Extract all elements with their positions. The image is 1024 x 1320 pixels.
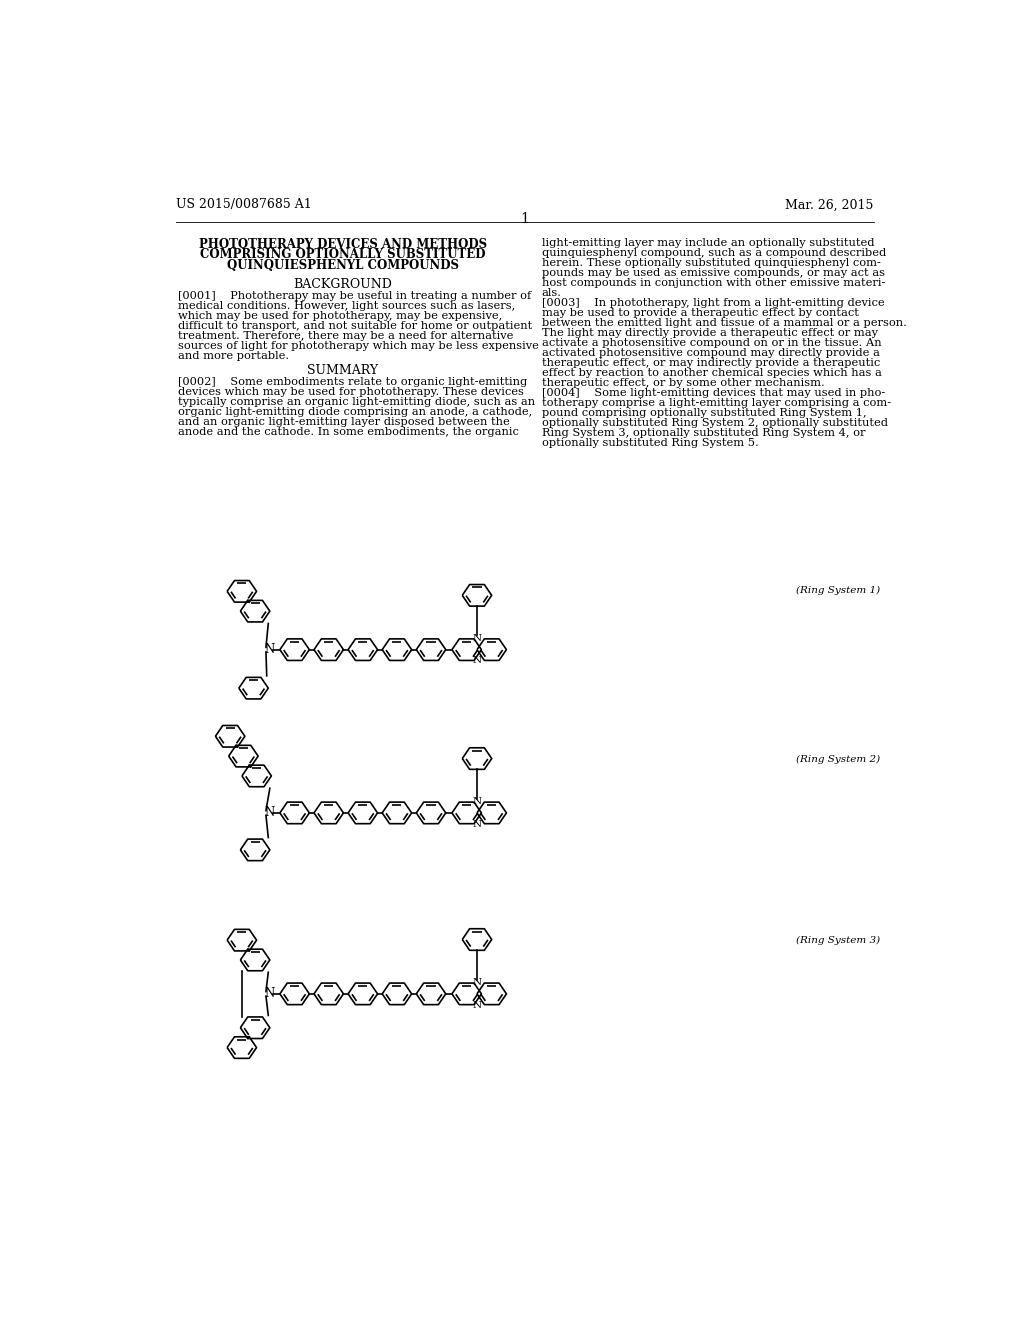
Text: medical conditions. However, light sources such as lasers,: medical conditions. However, light sourc… bbox=[178, 301, 516, 310]
Text: may be used to provide a therapeutic effect by contact: may be used to provide a therapeutic eff… bbox=[542, 308, 859, 318]
Text: als.: als. bbox=[542, 288, 562, 298]
Text: therapeutic effect, or may indirectly provide a therapeutic: therapeutic effect, or may indirectly pr… bbox=[542, 358, 880, 368]
Text: (Ring System 2): (Ring System 2) bbox=[796, 755, 881, 764]
Text: activated photosensitive compound may directly provide a: activated photosensitive compound may di… bbox=[542, 348, 880, 358]
Text: (Ring System 3): (Ring System 3) bbox=[796, 936, 881, 945]
Text: typically comprise an organic light-emitting diode, such as an: typically comprise an organic light-emit… bbox=[178, 397, 536, 407]
Text: activate a photosensitive compound on or in the tissue. An: activate a photosensitive compound on or… bbox=[542, 338, 882, 347]
Text: host compounds in conjunction with other emissive materi-: host compounds in conjunction with other… bbox=[542, 277, 885, 288]
Text: N: N bbox=[264, 987, 274, 1001]
Text: Mar. 26, 2015: Mar. 26, 2015 bbox=[785, 198, 873, 211]
Text: N: N bbox=[472, 634, 481, 643]
Text: N: N bbox=[472, 797, 481, 807]
Text: pound comprising optionally substituted Ring System 1,: pound comprising optionally substituted … bbox=[542, 408, 866, 418]
Text: N: N bbox=[264, 807, 274, 820]
Text: [0001]    Phototherapy may be useful in treating a number of: [0001] Phototherapy may be useful in tre… bbox=[178, 290, 531, 301]
Text: organic light-emitting diode comprising an anode, a cathode,: organic light-emitting diode comprising … bbox=[178, 407, 532, 417]
Text: between the emitted light and tissue of a mammal or a person.: between the emitted light and tissue of … bbox=[542, 318, 906, 327]
Text: [0004]    Some light-emitting devices that may used in pho-: [0004] Some light-emitting devices that … bbox=[542, 388, 885, 397]
Text: (Ring System 1): (Ring System 1) bbox=[796, 586, 881, 595]
Text: N: N bbox=[472, 656, 481, 665]
Text: pounds may be used as emissive compounds, or may act as: pounds may be used as emissive compounds… bbox=[542, 268, 885, 277]
Text: treatment. Therefore, there may be a need for alternative: treatment. Therefore, there may be a nee… bbox=[178, 331, 514, 341]
Text: sources of light for phototherapy which may be less expensive: sources of light for phototherapy which … bbox=[178, 341, 540, 351]
Text: anode and the cathode. In some embodiments, the organic: anode and the cathode. In some embodimen… bbox=[178, 428, 519, 437]
Text: BACKGROUND: BACKGROUND bbox=[293, 277, 392, 290]
Text: The light may directly provide a therapeutic effect or may: The light may directly provide a therape… bbox=[542, 327, 878, 338]
Text: 1: 1 bbox=[520, 213, 529, 226]
Text: US 2015/0087685 A1: US 2015/0087685 A1 bbox=[176, 198, 311, 211]
Text: SUMMARY: SUMMARY bbox=[307, 364, 378, 378]
Text: optionally substituted Ring System 2, optionally substituted: optionally substituted Ring System 2, op… bbox=[542, 418, 888, 428]
Text: QUINQUIESPHENYL COMPOUNDS: QUINQUIESPHENYL COMPOUNDS bbox=[226, 259, 459, 272]
Text: [0003]    In phototherapy, light from a light-emitting device: [0003] In phototherapy, light from a lig… bbox=[542, 298, 885, 308]
Text: devices which may be used for phototherapy. These devices: devices which may be used for photothera… bbox=[178, 387, 524, 397]
Text: therapeutic effect, or by some other mechanism.: therapeutic effect, or by some other mec… bbox=[542, 378, 824, 388]
Text: totherapy comprise a light-emitting layer comprising a com-: totherapy comprise a light-emitting laye… bbox=[542, 397, 891, 408]
Text: N: N bbox=[472, 1001, 481, 1010]
Text: Ring System 3, optionally substituted Ring System 4, or: Ring System 3, optionally substituted Ri… bbox=[542, 428, 865, 438]
Text: N: N bbox=[472, 820, 481, 829]
Text: and more portable.: and more portable. bbox=[178, 351, 290, 360]
Text: [0002]    Some embodiments relate to organic light-emitting: [0002] Some embodiments relate to organi… bbox=[178, 378, 527, 387]
Text: which may be used for phototherapy, may be expensive,: which may be used for phototherapy, may … bbox=[178, 312, 503, 321]
Text: optionally substituted Ring System 5.: optionally substituted Ring System 5. bbox=[542, 438, 759, 447]
Text: N: N bbox=[472, 978, 481, 987]
Text: N: N bbox=[264, 643, 274, 656]
Text: light-emitting layer may include an optionally substituted: light-emitting layer may include an opti… bbox=[542, 238, 874, 248]
Text: COMPRISING OPTIONALLY SUBSTITUTED: COMPRISING OPTIONALLY SUBSTITUTED bbox=[200, 248, 485, 261]
Text: PHOTOTHERAPY DEVICES AND METHODS: PHOTOTHERAPY DEVICES AND METHODS bbox=[199, 238, 486, 251]
Text: effect by reaction to another chemical species which has a: effect by reaction to another chemical s… bbox=[542, 368, 882, 378]
Text: quinquiesphenyl compound, such as a compound described: quinquiesphenyl compound, such as a comp… bbox=[542, 248, 886, 257]
Text: difficult to transport, and not suitable for home or outpatient: difficult to transport, and not suitable… bbox=[178, 321, 532, 331]
Text: and an organic light-emitting layer disposed between the: and an organic light-emitting layer disp… bbox=[178, 417, 510, 428]
Text: herein. These optionally substituted quinquiesphenyl com-: herein. These optionally substituted qui… bbox=[542, 257, 881, 268]
